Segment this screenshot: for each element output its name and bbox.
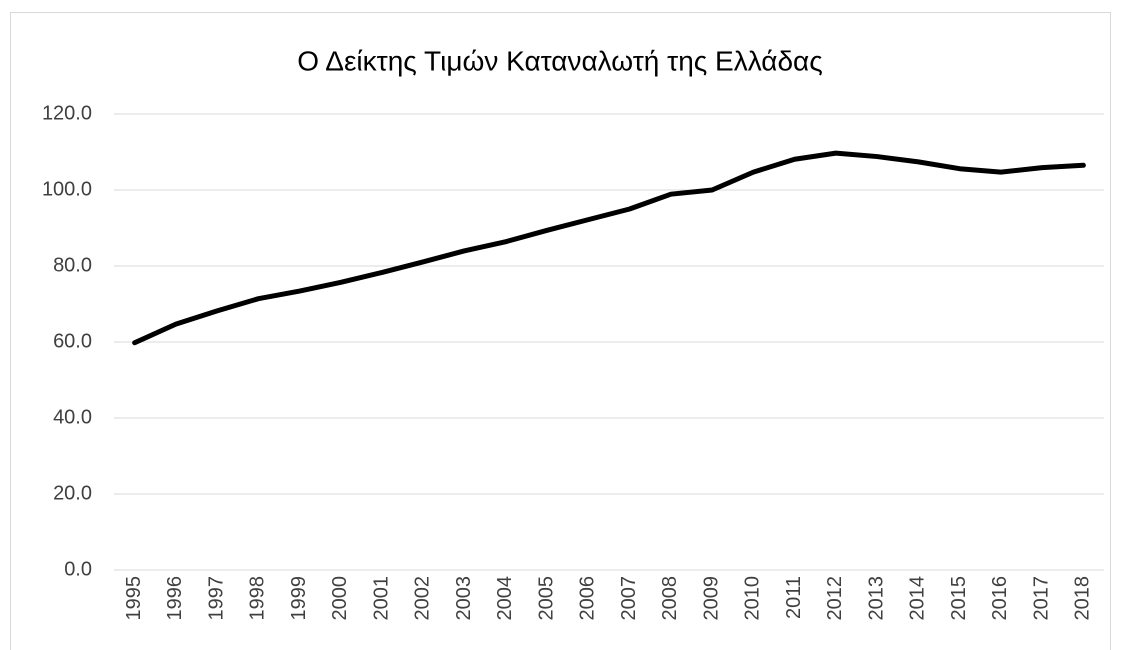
x-tick-label: 2004	[494, 576, 516, 621]
x-tick-label: 2007	[618, 576, 640, 621]
x-tick-label: 2014	[907, 576, 929, 621]
y-tick-label: 0.0	[64, 558, 92, 580]
x-tick-label: 2011	[783, 576, 805, 619]
x-tick-label: 2016	[989, 576, 1011, 621]
y-tick-label: 120.0	[42, 102, 92, 124]
y-tick-label: 20.0	[53, 482, 92, 504]
x-tick-label: 1998	[247, 576, 269, 621]
x-tick-label: 2018	[1072, 576, 1094, 621]
x-tick-label: 1999	[288, 576, 310, 621]
x-tick-label: 2010	[742, 576, 764, 621]
x-tick-label: 1996	[164, 576, 186, 621]
chart-frame	[10, 12, 1111, 650]
x-tick-label: 2015	[948, 576, 970, 621]
x-tick-label: 2013	[865, 576, 887, 621]
x-tick-label: 2005	[535, 576, 557, 621]
x-tick-label: 1997	[205, 576, 227, 621]
y-tick-label: 60.0	[53, 330, 92, 352]
x-tick-label: 2008	[659, 576, 681, 621]
x-tick-label: 2002	[412, 576, 434, 621]
y-tick-label: 80.0	[53, 254, 92, 276]
x-tick-label: 1995	[123, 576, 145, 621]
chart-title: Ο Δείκτης Τιμών Καταναλωτή της Ελλάδας	[297, 45, 823, 76]
x-tick-label: 2003	[453, 576, 475, 621]
x-tick-label: 2001	[370, 576, 392, 621]
y-tick-label: 40.0	[53, 406, 92, 428]
x-tick-label: 2000	[329, 576, 351, 621]
y-tick-label: 100.0	[42, 178, 92, 200]
line-series	[132, 150, 1086, 346]
x-tick-label: 2006	[577, 576, 599, 621]
x-tick-label: 2009	[700, 576, 722, 621]
x-tick-label: 2012	[824, 576, 846, 621]
x-tick-label: 2017	[1030, 576, 1052, 621]
